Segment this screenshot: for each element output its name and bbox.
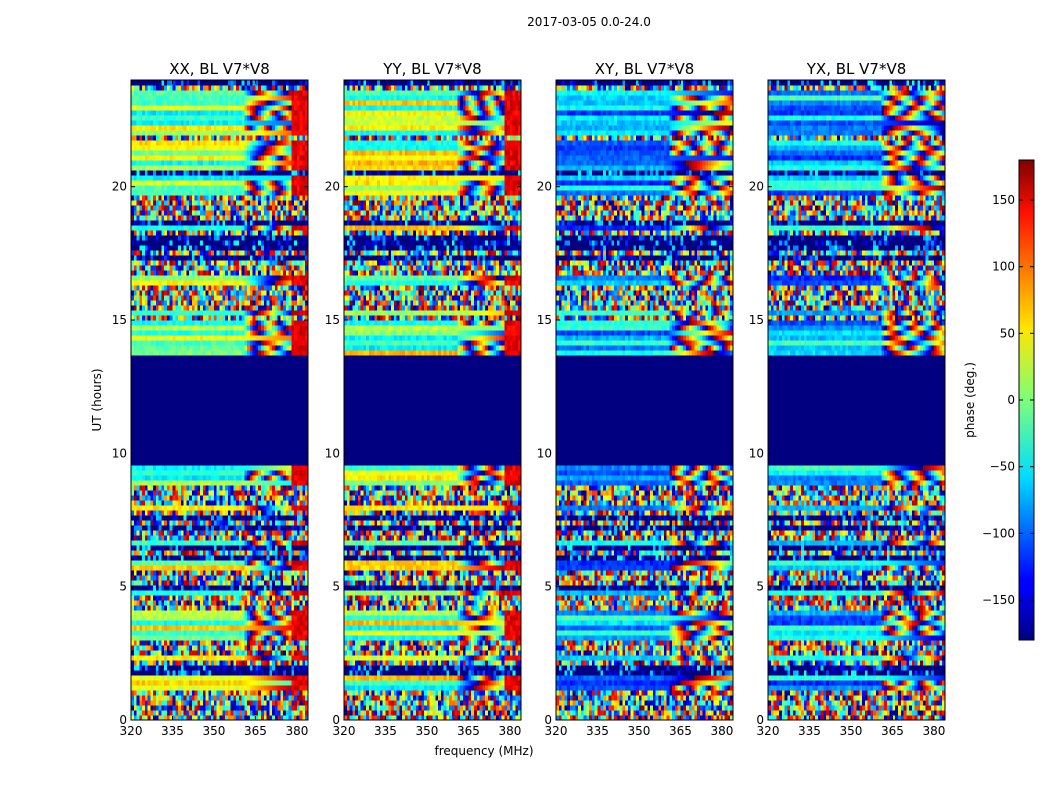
heatmap-cells [344, 80, 522, 721]
colorbar-ticks: −150 −100 −50 0 50 100 150 [982, 193, 1034, 607]
x-tick-label: 320 [545, 724, 568, 738]
panel-frame [343, 79, 522, 721]
panel-title: XY, BL V7*V8 [595, 60, 695, 78]
panel-xy: XY, BL V7*V8 320 335 350 365 380 0 5 10 15 20 [537, 60, 734, 738]
x-tick-label: 365 [457, 724, 480, 738]
heatmap-cells [131, 80, 309, 721]
y-tick-label: 15 [537, 313, 552, 327]
panel-frame [767, 79, 946, 721]
y-tick-label: 15 [112, 313, 127, 327]
y-tick-label: 10 [112, 446, 127, 460]
y-tick-label: 5 [544, 580, 552, 594]
x-tick-label: 350 [416, 724, 439, 738]
panel-yy: YY, BL V7*V8 320 335 350 365 380 0 5 10 15 20 [325, 60, 522, 738]
panel-yx: YX, BL V7*V8 320 335 350 365 380 0 5 10 15 20 [749, 60, 946, 738]
colorbar-tick-label: −100 [982, 526, 1015, 540]
x-tick-label: 350 [203, 724, 226, 738]
x-tick-label: 335 [374, 724, 397, 738]
x-tick-label: 320 [757, 724, 780, 738]
colorbar-tick-label: 0 [1007, 393, 1015, 407]
panel-title: XX, BL V7*V8 [169, 60, 270, 78]
y-tick-label: 0 [544, 713, 552, 727]
y-tick-label: 15 [325, 313, 340, 327]
y-tick-label: 20 [112, 180, 127, 194]
x-tick-label: 365 [669, 724, 692, 738]
colorbar-tick-label: 100 [992, 260, 1015, 274]
heatmap-cells [768, 80, 946, 721]
panel-title: YX, BL V7*V8 [806, 60, 907, 78]
x-tick-label: 365 [244, 724, 267, 738]
x-tick-label: 335 [586, 724, 609, 738]
y-tick-label: 5 [119, 580, 127, 594]
y-axis-label: UT (hours) [90, 368, 104, 431]
y-tick-label: 20 [325, 180, 340, 194]
panel-frame [555, 79, 734, 721]
x-tick-label: 350 [628, 724, 651, 738]
x-tick-label: 380 [285, 724, 308, 738]
x-axis-label: frequency (MHz) [434, 744, 533, 758]
x-tick-label: 350 [840, 724, 863, 738]
x-tick-label: 380 [710, 724, 733, 738]
x-tick-label: 380 [498, 724, 521, 738]
y-tick-label: 10 [325, 446, 340, 460]
panel-xx: XX, BL V7*V8 320 335 350 365 380 0 5 10 15 20 [112, 60, 309, 738]
colorbar-tick-label: −150 [982, 593, 1015, 607]
panel-frame [130, 79, 309, 721]
heatmap-cells [556, 80, 734, 721]
x-tick-label: 335 [798, 724, 821, 738]
x-tick-label: 365 [881, 724, 904, 738]
y-tick-label: 15 [749, 313, 764, 327]
y-tick-label: 5 [756, 580, 764, 594]
colorbar-tick-label: 50 [1000, 326, 1015, 340]
colorbar-tick-label: 150 [992, 193, 1015, 207]
colorbar-label: phase (deg.) [963, 362, 977, 438]
x-tick-label: 320 [333, 724, 356, 738]
x-tick-label: 335 [161, 724, 184, 738]
panel-title: YY, BL V7*V8 [382, 60, 481, 78]
x-tick-label: 380 [922, 724, 945, 738]
colorbar: −150 −100 −50 0 50 100 150 phase (deg.) [963, 159, 1035, 641]
y-tick-label: 5 [332, 580, 340, 594]
y-tick-label: 0 [119, 713, 127, 727]
y-tick-label: 10 [749, 446, 764, 460]
y-tick-label: 20 [537, 180, 552, 194]
y-tick-label: 10 [537, 446, 552, 460]
y-tick-label: 20 [749, 180, 764, 194]
y-tick-label: 0 [332, 713, 340, 727]
chart-suptitle: 2017-03-05 0.0-24.0 [527, 15, 651, 29]
x-tick-label: 320 [120, 724, 143, 738]
colorbar-tick-label: −50 [990, 460, 1015, 474]
y-tick-label: 0 [756, 713, 764, 727]
